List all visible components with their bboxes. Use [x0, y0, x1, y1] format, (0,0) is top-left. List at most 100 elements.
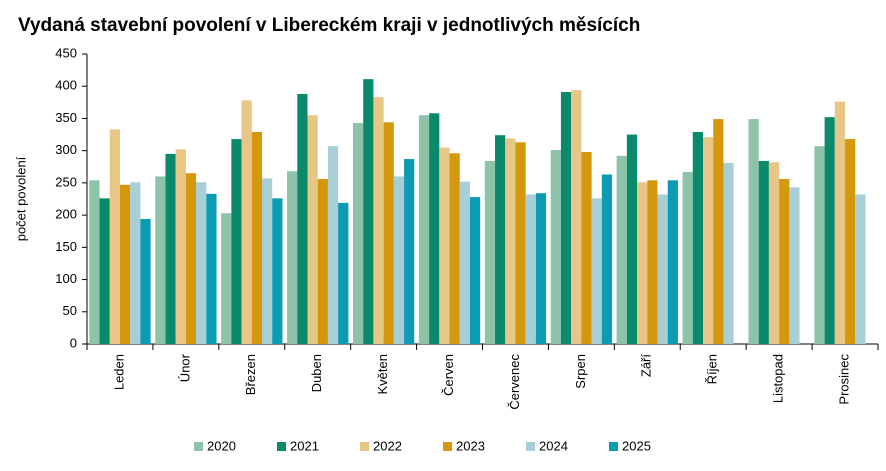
x-tick-label: Červenec [507, 354, 522, 410]
legend-label: 2021 [290, 438, 319, 453]
bar [352, 122, 364, 344]
bar [439, 147, 450, 344]
bar [383, 122, 394, 344]
y-tick-label: 450 [55, 45, 77, 60]
y-axis-label: počet povolení [13, 156, 28, 241]
bar [581, 151, 592, 344]
y-tick-label: 50 [63, 303, 77, 318]
bar [196, 182, 207, 344]
bar [262, 178, 273, 344]
legend-swatch [277, 442, 286, 451]
bar [231, 139, 242, 344]
bar [221, 213, 232, 344]
bar [525, 194, 536, 344]
x-tick-label: Duben [309, 354, 324, 392]
bar [140, 218, 151, 344]
bar [119, 184, 131, 344]
y-tick-label: 150 [55, 239, 77, 254]
x-tick-label: Prosinec [836, 354, 851, 405]
x-tick-label: Únor [177, 353, 192, 382]
y-tick-label: 350 [55, 110, 77, 125]
x-tick-label: Březen [243, 354, 258, 395]
bar [814, 146, 825, 344]
bar [647, 180, 658, 344]
bar [789, 187, 800, 344]
bar [327, 146, 339, 344]
bar [692, 131, 703, 344]
bar [297, 93, 308, 344]
bar [713, 119, 724, 344]
bar [637, 182, 648, 344]
bar [824, 117, 835, 345]
bar [758, 160, 769, 344]
bar [206, 193, 217, 344]
bar [779, 179, 790, 344]
bar [723, 162, 734, 344]
legend-label: 2022 [373, 438, 402, 453]
legend-label: 2023 [456, 438, 485, 453]
bar [535, 193, 547, 344]
bar [657, 194, 668, 344]
y-tick-label: 400 [55, 78, 77, 93]
bar [429, 113, 440, 345]
bar [560, 92, 572, 345]
bar [165, 153, 176, 344]
bar [768, 162, 780, 344]
legend-swatch [360, 442, 369, 451]
bar [393, 176, 405, 344]
bar [855, 194, 866, 344]
x-tick-label: Listopad [771, 354, 786, 403]
legend-swatch [526, 442, 535, 451]
x-tick-label: Červen [441, 354, 456, 396]
bar [845, 139, 856, 344]
bar [241, 100, 252, 345]
y-tick-label: 0 [70, 335, 77, 350]
x-tick-label: Srpen [573, 354, 588, 389]
bar [449, 153, 460, 344]
bar [272, 198, 283, 344]
y-tick-label: 100 [55, 271, 77, 286]
bar [175, 149, 186, 344]
bar [601, 174, 613, 344]
bar [338, 202, 349, 344]
bar [616, 155, 627, 344]
bar [317, 179, 328, 344]
legend-label: 2020 [207, 438, 236, 453]
bar [748, 119, 759, 344]
bar [185, 173, 197, 344]
bar [505, 138, 516, 344]
bar [99, 198, 110, 344]
bar [702, 137, 714, 344]
y-tick-label: 300 [55, 142, 77, 157]
legend-label: 2024 [539, 438, 568, 453]
bar [373, 97, 384, 344]
x-tick-label: Květen [375, 354, 390, 394]
bar [363, 79, 374, 344]
x-tick-label: Září [639, 354, 654, 378]
bar [626, 134, 638, 344]
bar [550, 150, 561, 344]
x-tick-label: Říjen [705, 354, 720, 384]
bar [571, 90, 582, 344]
bar [307, 115, 318, 344]
bar [667, 180, 678, 344]
x-tick-label: Leden [111, 354, 126, 390]
legend-label: 2025 [622, 438, 651, 453]
bar [682, 171, 693, 344]
bar [459, 181, 470, 344]
bar [404, 159, 415, 344]
bar [418, 115, 430, 344]
bar [484, 160, 496, 344]
bar [834, 101, 846, 344]
y-tick-label: 200 [55, 207, 77, 222]
bar [495, 135, 506, 344]
bar [130, 182, 141, 344]
bar [251, 131, 263, 344]
legend-swatch [194, 442, 203, 451]
bar [109, 129, 120, 344]
bar [89, 180, 100, 344]
bar [515, 142, 526, 344]
legend-swatch [443, 442, 452, 451]
legend-swatch [609, 442, 618, 451]
